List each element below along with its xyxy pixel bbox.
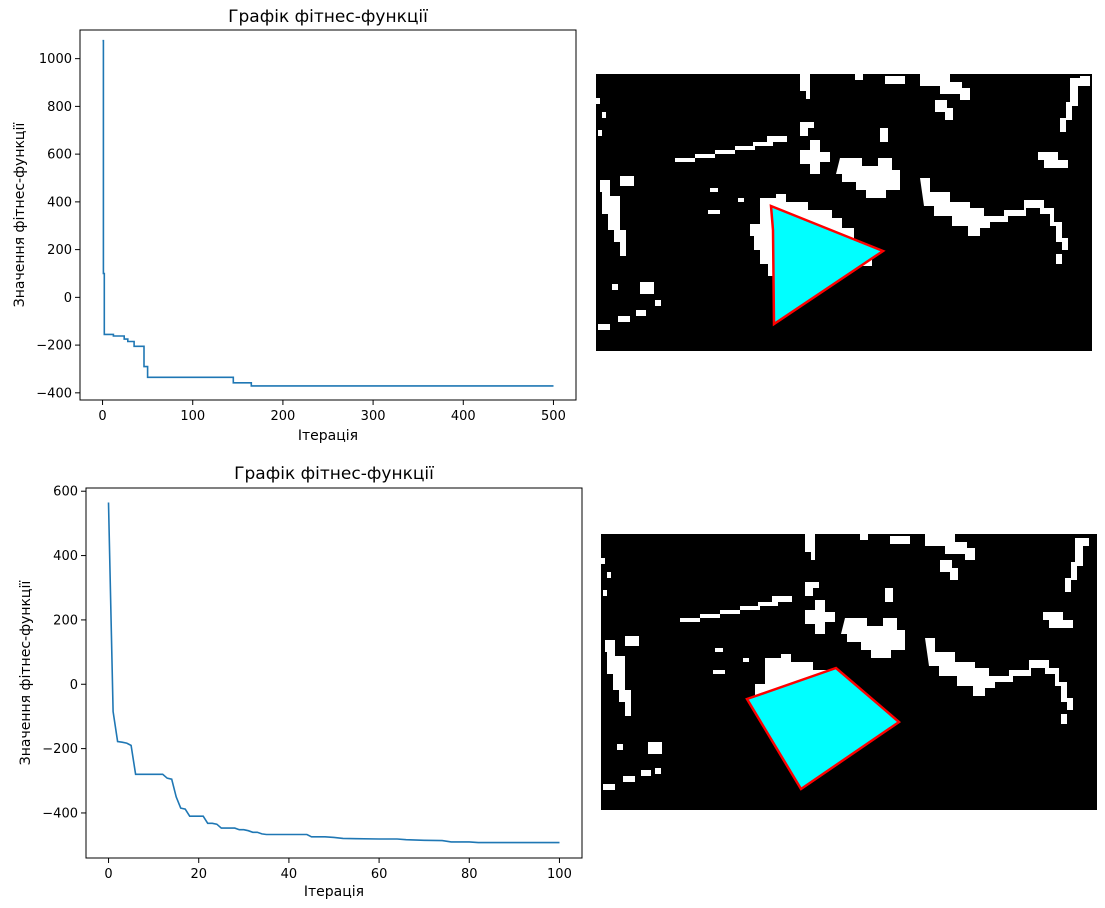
x-tick-label: 200 bbox=[270, 409, 295, 424]
x-tick-label: 100 bbox=[547, 867, 572, 882]
chart-title: Графік фітнес-функції bbox=[228, 7, 428, 27]
x-tick-label: 20 bbox=[190, 867, 207, 882]
y-tick-label: 0 bbox=[64, 291, 72, 306]
y-tick-label: 1000 bbox=[39, 52, 72, 67]
y-tick-label: 800 bbox=[47, 100, 72, 115]
fitness-line bbox=[107, 502, 560, 844]
y-axis-label: Значення фітнес-функції bbox=[12, 123, 28, 308]
y-tick-label: 200 bbox=[53, 613, 78, 628]
y-tick-label: 600 bbox=[53, 485, 78, 500]
plot-area bbox=[79, 29, 577, 401]
y-tick-label: 0 bbox=[70, 678, 78, 693]
y-tick-label: 200 bbox=[47, 243, 72, 258]
x-tick-label: 500 bbox=[541, 409, 566, 424]
fitness-line bbox=[102, 39, 554, 387]
fitted-triangle bbox=[769, 204, 886, 327]
x-tick-label: 100 bbox=[180, 409, 205, 424]
fitness-chart-bottom: Графік фітнес-функції Ітерація Значення … bbox=[18, 464, 583, 900]
y-tick-label: 400 bbox=[53, 549, 78, 564]
segmentation-image-bottom bbox=[601, 534, 1097, 810]
x-tick-label: 0 bbox=[104, 867, 112, 882]
y-tick-label: −200 bbox=[42, 742, 78, 757]
plot-area bbox=[85, 487, 583, 859]
y-tick-label: 600 bbox=[47, 148, 72, 163]
fitted-quadrilateral bbox=[745, 666, 902, 791]
fitness-chart-top: Графік фітнес-функції Ітерація Значення … bbox=[12, 7, 577, 444]
y-tick-label: 400 bbox=[47, 195, 72, 210]
x-tick-label: 400 bbox=[451, 409, 476, 424]
x-axis-label: Ітерація bbox=[298, 428, 358, 444]
x-tick-label: 80 bbox=[461, 867, 478, 882]
y-axis-label: Значення фітнес-функції bbox=[18, 581, 34, 766]
y-tick-label: −400 bbox=[42, 806, 78, 821]
x-tick-label: 40 bbox=[281, 867, 298, 882]
x-tick-label: 60 bbox=[371, 867, 388, 882]
y-tick-label: −400 bbox=[36, 386, 72, 401]
y-tick-label: −200 bbox=[36, 339, 72, 354]
x-tick-label: 300 bbox=[361, 409, 386, 424]
x-axis-label: Ітерація bbox=[304, 884, 364, 900]
chart-title: Графік фітнес-функції bbox=[234, 464, 434, 484]
x-tick-label: 0 bbox=[98, 409, 106, 424]
segmentation-image-top bbox=[596, 74, 1092, 351]
